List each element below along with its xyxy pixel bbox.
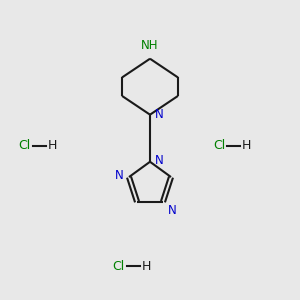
Text: Cl: Cl (19, 139, 31, 152)
Text: N: N (115, 169, 124, 182)
Text: N: N (155, 108, 164, 121)
Text: Cl: Cl (113, 260, 125, 273)
Text: N: N (155, 154, 164, 167)
Text: H: H (142, 260, 152, 273)
Text: H: H (48, 139, 57, 152)
Text: H: H (242, 139, 251, 152)
Text: NH: NH (141, 39, 159, 52)
Text: N: N (168, 204, 177, 217)
Text: Cl: Cl (213, 139, 225, 152)
